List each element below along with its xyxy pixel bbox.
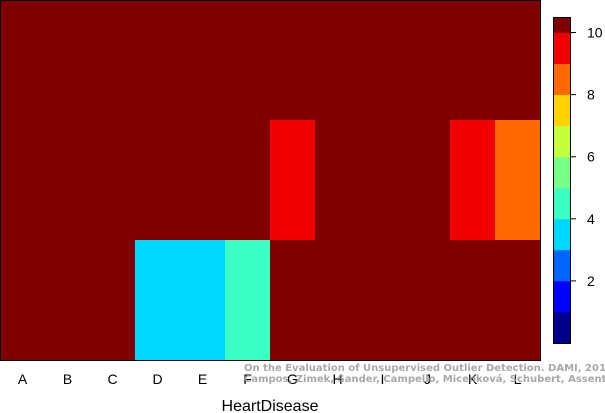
- heatmap-cell-g-row3: [270, 240, 316, 361]
- colorbar-level-10: [553, 32, 570, 64]
- heatmap-cell-j-row3: [405, 240, 451, 361]
- heatmap-cell-l-row1: [495, 0, 541, 121]
- heatmap-cell-i-row1: [360, 0, 406, 121]
- heatmap-cell-h-row2: [315, 120, 361, 241]
- heatmap-cell-b-row1: [45, 0, 91, 121]
- x-axis-title: HeartDisease: [222, 398, 319, 413]
- x-tick-label-j: J: [424, 371, 431, 387]
- heatmap-cell-f-row3: [225, 240, 271, 361]
- colorbar-level-11: [553, 17, 570, 33]
- colorbar-level-8: [553, 94, 570, 127]
- x-tick-label-b: B: [63, 371, 72, 387]
- heatmap-cell-d-row2: [135, 120, 181, 241]
- heatmap-cell-e-row1: [180, 0, 226, 121]
- heatmap-cell-k-row2: [450, 120, 496, 241]
- x-tick-labels: A B C D E F G H I J K L: [18, 371, 522, 387]
- heatmap-cell-i-row3: [360, 240, 406, 361]
- heatmap-cell-j-row1: [405, 0, 451, 121]
- colorbar: [553, 17, 571, 344]
- heatmap-cell-c-row2: [90, 120, 136, 241]
- x-tick-label-k: K: [468, 371, 478, 387]
- colorbar-ticks: 2 4 6 8 10: [570, 25, 603, 289]
- colorbar-tick-label-6: 6: [587, 149, 595, 165]
- heatmap-cell-k-row3: [450, 240, 496, 361]
- colorbar-level-6: [553, 156, 570, 189]
- colorbar-tick-label-2: 2: [587, 273, 595, 289]
- heatmap-cell-i-row2: [360, 120, 406, 241]
- heatmap-cell-l-row2: [495, 120, 541, 241]
- heatmap-cell-d-row1: [135, 0, 181, 121]
- watermark-line-1: On the Evaluation of Unsupervised Outlie…: [244, 363, 605, 374]
- heatmap-cell-b-row2: [45, 120, 91, 241]
- colorbar-level-7: [553, 125, 570, 158]
- colorbar-level-2: [553, 280, 570, 313]
- heatmap-cell-c-row3: [90, 240, 136, 361]
- heatmap-cells: [0, 0, 541, 361]
- colorbar-tick-label-8: 8: [587, 87, 595, 103]
- heatmap-cell-h-row3: [315, 240, 361, 361]
- colorbar-tick-label-4: 4: [587, 211, 595, 227]
- heatmap-cell-l-row3: [495, 240, 541, 361]
- heatmap-cell-a-row2: [0, 120, 46, 241]
- heatmap-cell-k-row1: [450, 0, 496, 121]
- x-tick-label-i: I: [381, 371, 385, 387]
- heatmap-cell-b-row3: [45, 240, 91, 361]
- watermark-line-2: Campos, Zimek, Sander, Campello, Micenko…: [244, 373, 605, 385]
- heatmap-cell-a-row1: [0, 0, 46, 121]
- heatmap-cell-d-row3: [135, 240, 181, 361]
- heatmap-cell-f-row1: [225, 0, 271, 121]
- colorbar-level-5: [553, 187, 570, 220]
- heatmap-cell-j-row2: [405, 120, 451, 241]
- x-tick-label-f: F: [243, 371, 252, 387]
- x-tick-label-g: G: [287, 371, 298, 387]
- heatmap-cell-f-row2: [225, 120, 271, 241]
- heatmap-cell-e-row2: [180, 120, 226, 241]
- heatmap-cell-g-row2: [270, 120, 316, 241]
- heatmap-cell-h-row1: [315, 0, 361, 121]
- heatmap-cell-a-row3: [0, 240, 46, 361]
- plot-frame: [0, 0, 541, 361]
- colorbar-level-4: [553, 218, 570, 251]
- heatmap-cell-e-row3: [180, 240, 226, 361]
- x-tick-label-d: D: [152, 371, 162, 387]
- colorbar-frame: [553, 17, 571, 344]
- x-tick-label-a: A: [18, 371, 28, 387]
- x-tick-label-c: C: [107, 371, 117, 387]
- colorbar-level-1: [553, 311, 570, 344]
- colorbar-level-9: [553, 63, 570, 96]
- colorbar-level-3: [553, 249, 570, 282]
- x-tick-label-e: E: [198, 371, 207, 387]
- heatmap-cell-g-row1: [270, 0, 316, 121]
- x-tick-label-h: H: [332, 371, 342, 387]
- x-tick-label-l: L: [514, 371, 522, 387]
- heatmap-cell-c-row1: [90, 0, 136, 121]
- colorbar-tick-label-10: 10: [587, 25, 603, 41]
